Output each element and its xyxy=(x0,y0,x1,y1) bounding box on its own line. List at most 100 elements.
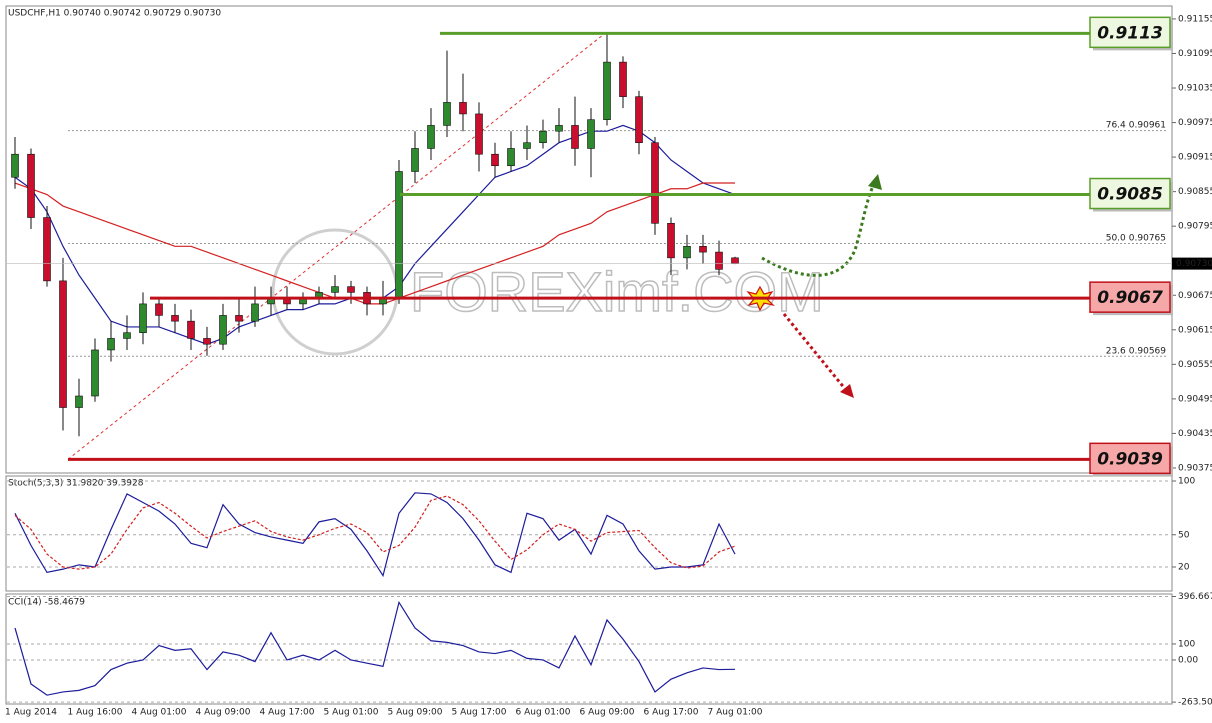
candle-body xyxy=(491,153,499,167)
last-price-box xyxy=(1172,257,1212,270)
candle-body xyxy=(555,125,563,132)
candle-body xyxy=(203,338,211,345)
level-label: 0.9113 xyxy=(1097,23,1163,43)
y-tick-label: 0.90435 xyxy=(1178,429,1212,439)
y-tick-label: 0.90795 xyxy=(1178,222,1212,232)
candle-body xyxy=(539,130,547,144)
y-tick-label: 0.90615 xyxy=(1178,325,1212,335)
y-tick-label: 50 xyxy=(1178,530,1190,540)
x-tick-label: 6 Aug 17:00 xyxy=(644,708,699,718)
y-tick-label: 0.90555 xyxy=(1178,360,1212,370)
candle-body xyxy=(635,96,643,144)
y-tick-label: 0.91035 xyxy=(1178,84,1212,94)
candle-body xyxy=(43,217,51,282)
candle-body xyxy=(603,61,611,120)
candle-body xyxy=(651,142,659,224)
y-tick-label: 0.90915 xyxy=(1178,153,1212,163)
candle-body xyxy=(331,286,339,293)
fib-value: 0.90569 xyxy=(1129,346,1166,356)
fib-label: 50.0 0.90765 xyxy=(1106,233,1166,243)
x-tick-label: 4 Aug 09:00 xyxy=(196,708,251,718)
indicator-line xyxy=(14,182,735,305)
last-price-label: 0.90730 xyxy=(1176,259,1212,269)
cci-panel xyxy=(5,593,1173,705)
y-tick-label: 0.90975 xyxy=(1178,118,1212,128)
y-tick-label: 0.90375 xyxy=(1178,463,1212,473)
candle-body xyxy=(11,153,19,178)
down-arrow xyxy=(782,313,848,391)
candle-body xyxy=(347,286,355,293)
x-tick-label: 1 Aug 16:00 xyxy=(68,708,123,718)
y-tick-label: 0.90675 xyxy=(1178,291,1212,301)
candle-body xyxy=(731,257,739,264)
stoch-title: Stoch(5,3,3) 31.9820 39.3928 xyxy=(8,479,144,489)
candle-body xyxy=(235,315,243,322)
x-tick-label: 1 Aug 2014 xyxy=(5,708,57,718)
candle-body xyxy=(411,148,419,172)
candle-body xyxy=(507,148,515,167)
candle-body xyxy=(155,303,163,316)
candle-body xyxy=(27,153,35,218)
candle-body xyxy=(171,315,179,322)
x-tick-label: 4 Aug 17:00 xyxy=(260,708,315,718)
candle-body xyxy=(187,320,195,339)
candle-body xyxy=(715,251,723,270)
candle-body xyxy=(475,113,483,155)
level-box xyxy=(1089,281,1171,313)
indicator-line xyxy=(14,600,736,696)
chart-title: USDCHF,H1 0.90740 0.90742 0.90729 0.9073… xyxy=(8,9,221,19)
fib-value: 0.90961 xyxy=(1129,120,1166,130)
candle-body xyxy=(219,315,227,345)
candle-body xyxy=(667,223,675,259)
x-tick-label: 5 Aug 01:00 xyxy=(324,708,379,718)
fib-label: 23.6 0.90569 xyxy=(1106,346,1167,356)
x-tick-label: 5 Aug 17:00 xyxy=(452,708,507,718)
candle-body xyxy=(395,171,403,299)
candle-body xyxy=(91,349,99,397)
y-tick-label: 0.91155 xyxy=(1178,14,1212,24)
candle-body xyxy=(443,102,451,126)
fib-value: 0.90765 xyxy=(1129,233,1166,243)
fib-label: 76.4 0.90961 xyxy=(1106,120,1166,130)
y-tick-label: 0.90855 xyxy=(1178,187,1212,197)
level-label: 0.9067 xyxy=(1097,288,1163,308)
candle-body xyxy=(523,142,531,149)
candle-body xyxy=(619,61,627,97)
candle-body xyxy=(107,338,115,351)
down-arrow-head xyxy=(840,384,854,398)
candle-body xyxy=(683,246,691,259)
cci-title: CCI(14) -58.4679 xyxy=(8,598,85,608)
candle-body xyxy=(123,332,131,339)
y-tick-label: 100 xyxy=(1178,639,1195,649)
fib-ratio: 76.4 xyxy=(1106,120,1126,130)
level-box xyxy=(1089,177,1171,210)
candle-body xyxy=(59,280,67,408)
up-arrow-head xyxy=(868,174,882,190)
candle-body xyxy=(75,395,83,408)
main-panel xyxy=(5,5,1173,474)
candle-body xyxy=(587,119,595,149)
stoch-panel xyxy=(5,475,1173,592)
indicator-line xyxy=(14,492,736,578)
x-tick-label: 6 Aug 09:00 xyxy=(580,708,635,718)
candle-body xyxy=(571,125,579,149)
up-arrow xyxy=(761,183,876,277)
y-tick-label: 100 xyxy=(1178,477,1195,487)
level-label: 0.9039 xyxy=(1097,449,1163,469)
y-tick-label: 20 xyxy=(1178,562,1190,572)
indicator-line xyxy=(14,495,736,570)
y-tick-label: 0.90495 xyxy=(1178,394,1212,404)
y-tick-label: 396.6674 xyxy=(1178,592,1212,602)
level-box xyxy=(1089,442,1171,475)
level-label: 0.9085 xyxy=(1097,185,1163,205)
fib-ratio: 50.0 xyxy=(1106,233,1126,243)
candle-body xyxy=(427,125,435,149)
candle-body xyxy=(251,303,259,322)
x-tick-label: 5 Aug 09:00 xyxy=(388,708,443,718)
fib-trend xyxy=(67,32,606,460)
candle-body xyxy=(459,102,467,115)
y-tick-label: 0.91095 xyxy=(1178,49,1212,59)
level-box xyxy=(1089,16,1171,49)
